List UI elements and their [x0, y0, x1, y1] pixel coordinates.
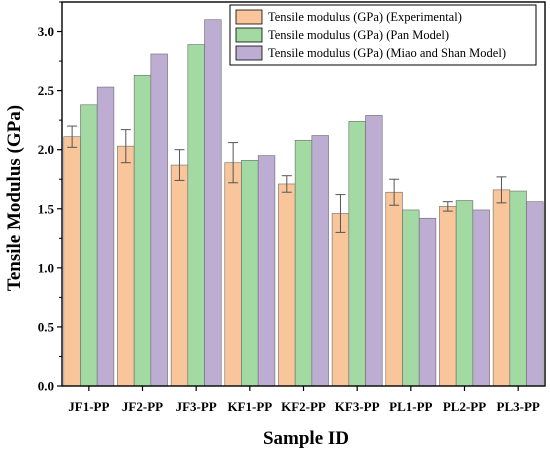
- bar-pl2-pp-series-0: [439, 206, 457, 387]
- bar-jf2-pp-series-0: [117, 145, 135, 387]
- bar-pl3-pp-series-0: [492, 189, 511, 387]
- y-tick-label: 3.0: [38, 24, 54, 39]
- legend-swatch-experimental: [235, 9, 263, 25]
- x-axis-title: Sample ID: [263, 428, 349, 449]
- y-tick-label: 2.5: [38, 83, 55, 98]
- legend-label-experimental: Tensile modulus (GPa) (Experimental): [268, 10, 462, 24]
- y-tick-label: 0.5: [38, 319, 55, 334]
- bar-kf1-pp-series-2: [257, 155, 276, 387]
- x-tick-label: KF3-PP: [335, 399, 380, 414]
- bar-kf3-pp-series-2: [365, 115, 383, 387]
- bar-pl1-pp-series-0: [385, 191, 403, 387]
- bar-kf1-pp-series-0: [224, 162, 242, 387]
- x-tick-label: KF2-PP: [281, 399, 326, 414]
- bar-jf3-pp-series-1: [187, 44, 205, 387]
- error-bars-layer: [67, 125, 507, 233]
- bar-kf2-pp-series-2: [311, 135, 329, 387]
- x-tick-label: JF1-PP: [68, 399, 109, 414]
- x-tick-label: PL2-PP: [443, 399, 486, 414]
- legend-label-pan-model: Tensile modulus (GPa) (Pan Model): [268, 28, 449, 42]
- x-tick-label: PL1-PP: [389, 399, 432, 414]
- legend-swatch-pan-model: [235, 27, 263, 43]
- bar-jf3-pp-series-2: [204, 19, 222, 387]
- ticks-layer: JF1-PP JF2-PP JF3-PP KF1-PP KF2-PP KF3-PP PL1-…: [38, 1, 540, 414]
- bar-pl2-pp-series-2: [472, 209, 490, 387]
- y-tick-label: 1.0: [38, 260, 54, 275]
- bar-pl3-pp-series-2: [526, 201, 544, 387]
- x-tick-label: JF2-PP: [122, 399, 163, 414]
- bar-kf3-pp-series-1: [348, 121, 366, 387]
- bar-kf3-pp-series-0: [331, 213, 350, 387]
- y-tick-label: 0.0: [38, 379, 54, 394]
- x-tick-label: KF1-PP: [227, 399, 272, 414]
- bar-jf2-pp-series-2: [150, 53, 168, 387]
- bar-pl1-pp-series-2: [418, 217, 437, 387]
- x-tick-label: PL3-PP: [497, 399, 540, 414]
- bar-jf3-pp-series-0: [170, 164, 189, 387]
- legend-box: [229, 4, 537, 66]
- bar-pl3-pp-series-1: [509, 190, 527, 387]
- bar-kf2-pp-series-0: [278, 183, 296, 387]
- bar-jf1-pp-series-2: [96, 86, 115, 387]
- legend-label-miao-shan-model: Tensile modulus (GPa) (Miao and Shan Mod…: [268, 46, 506, 60]
- bar-pl2-pp-series-1: [455, 200, 474, 387]
- legend-swatch-miao-shan-model: [235, 45, 263, 61]
- y-axis-title: Tensile Modulus (GPa): [4, 105, 25, 291]
- bar-jf1-pp-series-0: [63, 136, 81, 387]
- bar-kf2-pp-series-1: [294, 139, 313, 387]
- bar-kf1-pp-series-1: [241, 160, 259, 387]
- y-tick-label: 2.0: [38, 142, 54, 157]
- legend: Tensile modulus (GPa) (Experimental) Ten…: [229, 4, 537, 66]
- bars-layer: [63, 19, 544, 387]
- bar-pl1-pp-series-1: [402, 209, 420, 387]
- bar-jf2-pp-series-1: [133, 74, 152, 387]
- bar-jf1-pp-series-1: [80, 104, 98, 387]
- x-tick-label: JF3-PP: [176, 399, 217, 414]
- y-tick-label: 1.5: [38, 201, 55, 216]
